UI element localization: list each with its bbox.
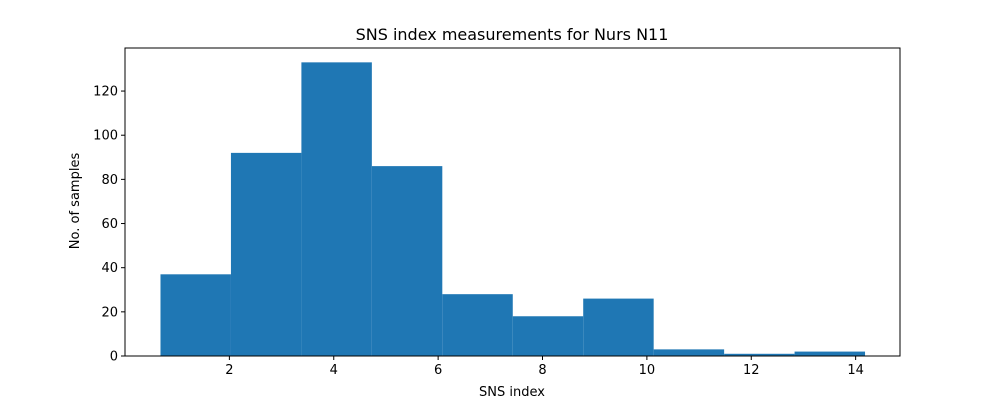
- histogram-bar: [371, 166, 443, 356]
- y-tick-label: 80: [101, 173, 118, 188]
- y-tick-label: 100: [93, 129, 118, 144]
- histogram-bar: [442, 294, 513, 356]
- histogram-bar: [160, 274, 231, 356]
- histogram-bar: [512, 316, 584, 356]
- histogram-bar: [794, 351, 866, 356]
- y-tick-label: 120: [93, 85, 118, 100]
- x-axis-label: SNS index: [479, 385, 545, 400]
- x-axis-ticks: 2 4 6 8 10 12 14: [225, 356, 864, 378]
- histogram-bar: [724, 353, 795, 356]
- x-tick-label: 10: [639, 363, 656, 378]
- y-tick-label: 20: [101, 305, 118, 320]
- chart-title: SNS index measurements for Nurs N11: [356, 25, 669, 44]
- plot-frame: [124, 47, 901, 357]
- x-tick-label: 12: [743, 363, 760, 378]
- y-axis-ticks: 0 20 40 60 80 100 120: [93, 85, 125, 365]
- y-tick-label: 60: [101, 217, 118, 232]
- histogram-bar: [583, 298, 654, 356]
- x-tick-label: 14: [847, 363, 864, 378]
- y-tick-label: 40: [101, 261, 118, 276]
- histogram-bar: [230, 152, 302, 356]
- y-tick-label: 0: [110, 350, 118, 365]
- histogram-bar: [301, 62, 372, 356]
- x-tick-label: 4: [330, 363, 338, 378]
- histogram-bar: [653, 349, 725, 356]
- x-tick-label: 6: [434, 363, 442, 378]
- x-tick-label: 2: [225, 363, 233, 378]
- x-tick-label: 8: [538, 363, 546, 378]
- y-axis-label: No. of samples: [68, 153, 83, 250]
- bars-group: [160, 62, 866, 356]
